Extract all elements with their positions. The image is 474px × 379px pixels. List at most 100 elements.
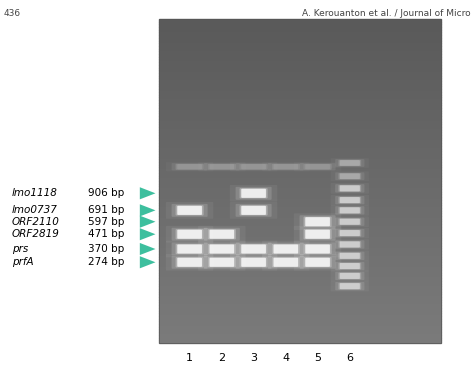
Text: 436: 436 [4,9,21,19]
FancyBboxPatch shape [338,173,361,179]
FancyBboxPatch shape [340,283,360,289]
FancyBboxPatch shape [331,271,369,281]
Bar [159,319,441,321]
Bar [159,254,441,257]
Bar [159,297,441,300]
FancyBboxPatch shape [175,229,204,240]
Bar [159,238,441,240]
Bar [159,100,441,103]
FancyBboxPatch shape [172,163,208,170]
FancyBboxPatch shape [177,164,202,169]
FancyBboxPatch shape [177,206,202,215]
FancyBboxPatch shape [335,184,365,193]
Bar [159,113,441,116]
FancyBboxPatch shape [331,251,369,261]
FancyBboxPatch shape [305,258,330,267]
Text: 471 bp: 471 bp [88,229,124,239]
Bar [159,251,441,254]
Bar [159,108,441,111]
FancyBboxPatch shape [230,185,277,202]
FancyBboxPatch shape [239,244,268,254]
FancyBboxPatch shape [239,164,268,170]
Bar [159,321,441,324]
Bar [159,33,441,35]
FancyBboxPatch shape [172,228,208,241]
Bar [159,232,441,235]
FancyBboxPatch shape [340,207,360,213]
FancyBboxPatch shape [241,206,266,215]
Bar [159,168,441,170]
FancyBboxPatch shape [338,160,361,166]
FancyBboxPatch shape [300,256,336,269]
FancyBboxPatch shape [305,244,330,254]
FancyBboxPatch shape [303,164,332,170]
FancyBboxPatch shape [236,204,272,217]
Bar [159,221,441,224]
FancyBboxPatch shape [335,196,365,204]
FancyBboxPatch shape [335,159,365,167]
Bar [159,89,441,92]
Bar [159,30,441,33]
FancyBboxPatch shape [208,257,236,268]
FancyBboxPatch shape [239,257,268,268]
Bar [159,62,441,65]
Bar [159,119,441,122]
FancyBboxPatch shape [177,244,202,254]
FancyBboxPatch shape [262,241,310,257]
Bar [159,281,441,283]
Bar [159,270,441,273]
FancyBboxPatch shape [208,164,236,170]
Bar [159,257,441,259]
Bar [159,127,441,130]
Bar [159,124,441,127]
FancyBboxPatch shape [300,243,336,255]
FancyBboxPatch shape [241,258,266,267]
FancyBboxPatch shape [338,218,361,225]
FancyBboxPatch shape [204,228,240,241]
Bar [159,311,441,313]
FancyBboxPatch shape [268,163,304,170]
FancyBboxPatch shape [204,243,240,255]
Text: 597 bp: 597 bp [88,217,124,227]
Bar [159,78,441,81]
FancyBboxPatch shape [338,241,361,248]
Bar [159,227,441,230]
Bar [159,308,441,311]
FancyBboxPatch shape [303,257,332,268]
FancyBboxPatch shape [340,185,360,191]
Bar [159,286,441,289]
FancyBboxPatch shape [331,171,369,181]
FancyBboxPatch shape [230,241,277,257]
Text: prs: prs [12,244,28,254]
Bar [159,278,441,281]
Bar [159,170,441,173]
Bar [159,265,441,268]
Bar [159,259,441,262]
Bar [159,67,441,70]
Bar [159,57,441,60]
Text: 1: 1 [186,353,193,363]
FancyBboxPatch shape [210,164,234,169]
FancyBboxPatch shape [172,256,208,269]
Bar [159,178,441,181]
Bar [159,262,441,265]
Bar [159,111,441,113]
Bar [159,305,441,308]
Bar [159,27,441,30]
FancyBboxPatch shape [239,188,268,199]
Bar [159,103,441,105]
Bar [159,141,441,143]
Bar [159,157,441,159]
FancyBboxPatch shape [294,213,341,230]
FancyBboxPatch shape [331,228,369,238]
Bar [159,146,441,149]
Bar [159,268,441,270]
FancyBboxPatch shape [204,163,240,170]
Bar [159,184,441,186]
Bar [159,70,441,73]
FancyBboxPatch shape [340,160,360,166]
Text: 6: 6 [346,353,353,363]
Bar [159,289,441,292]
Bar [159,216,441,219]
FancyBboxPatch shape [241,244,266,254]
